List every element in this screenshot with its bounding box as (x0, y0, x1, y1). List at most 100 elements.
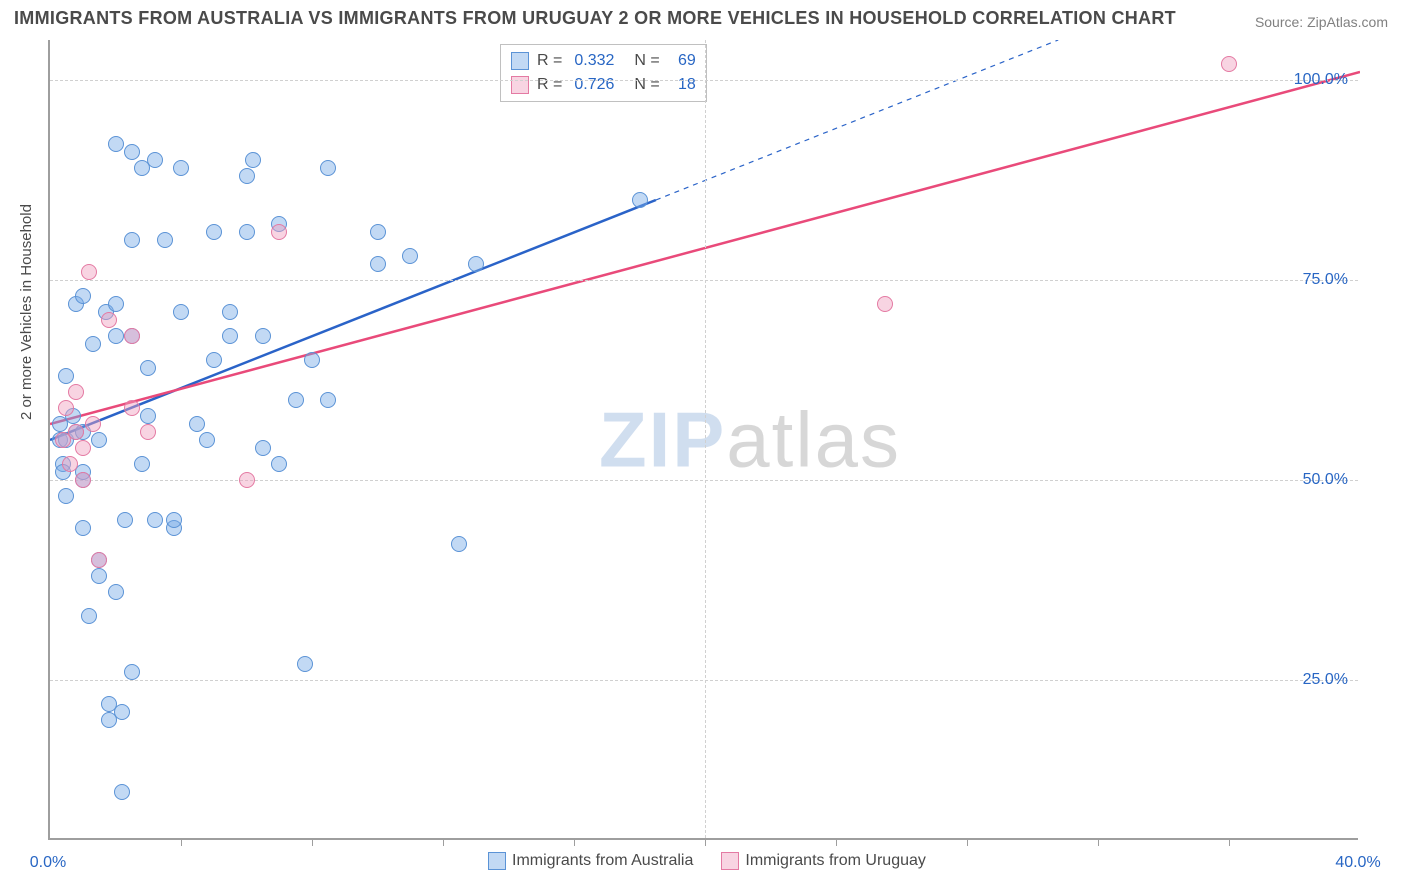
legend-series-name: Immigrants from Uruguay (745, 852, 926, 869)
data-point (199, 432, 215, 448)
page-title: IMMIGRANTS FROM AUSTRALIA VS IMMIGRANTS … (14, 8, 1176, 29)
data-point (451, 536, 467, 552)
data-point (206, 224, 222, 240)
data-point (108, 296, 124, 312)
data-point (255, 328, 271, 344)
data-point (85, 336, 101, 352)
data-point (206, 352, 222, 368)
legend-n-value: 69 (668, 52, 696, 70)
data-point (124, 664, 140, 680)
data-point (173, 160, 189, 176)
source-attribution: Source: ZipAtlas.com (1255, 14, 1388, 30)
legend-stats-row: R =0.726N =18 (511, 73, 696, 97)
legend-r-value: 0.726 (570, 76, 614, 94)
data-point (91, 568, 107, 584)
legend-series-item: Immigrants from Uruguay (721, 852, 926, 870)
legend-stats-row: R = 0.332 N = 69 (511, 49, 696, 73)
scatter-plot: ZIPatlas R =0.332N =69R =0.726N =18 25.0… (48, 40, 1358, 840)
data-point (140, 360, 156, 376)
x-tick-mark (705, 838, 706, 846)
data-point (166, 512, 182, 528)
data-point (140, 408, 156, 424)
data-point (288, 392, 304, 408)
data-point (58, 488, 74, 504)
data-point (157, 232, 173, 248)
data-point (124, 400, 140, 416)
y-tick-label: 50.0% (1303, 471, 1348, 489)
data-point (75, 288, 91, 304)
x-tick-mark (836, 838, 837, 846)
legend-series: Immigrants from Australia Immigrants from… (488, 852, 926, 870)
data-point (101, 312, 117, 328)
data-point (81, 264, 97, 280)
gridline-horizontal (50, 80, 1358, 81)
data-point (877, 296, 893, 312)
legend-r-label: R = (537, 52, 562, 70)
data-point (222, 328, 238, 344)
data-point (304, 352, 320, 368)
data-point (68, 424, 84, 440)
legend-swatch (721, 852, 739, 870)
data-point (468, 256, 484, 272)
data-point (245, 152, 261, 168)
y-axis-label: 2 or more Vehicles in Household (18, 204, 35, 420)
data-point (75, 440, 91, 456)
gridline-vertical (705, 40, 706, 838)
data-point (114, 784, 130, 800)
data-point (124, 328, 140, 344)
y-tick-label: 100.0% (1294, 71, 1348, 89)
x-tick-mark (1098, 838, 1099, 846)
data-point (239, 168, 255, 184)
legend-swatch (488, 852, 506, 870)
legend-stats: R =0.332N =69R =0.726N =18 (500, 44, 707, 102)
data-point (147, 152, 163, 168)
legend-r-label: R = (537, 76, 562, 94)
gridline-horizontal (50, 680, 1358, 681)
watermark-atlas: atlas (726, 396, 901, 484)
legend-n-label: N = (622, 52, 659, 70)
data-point (320, 392, 336, 408)
data-point (58, 368, 74, 384)
data-point (239, 472, 255, 488)
data-point (239, 224, 255, 240)
legend-swatch (511, 76, 529, 94)
data-point (108, 136, 124, 152)
data-point (114, 704, 130, 720)
x-tick-mark (574, 838, 575, 846)
data-point (173, 304, 189, 320)
legend-series-name: Immigrants from Australia (512, 852, 693, 869)
data-point (402, 248, 418, 264)
y-tick-label: 25.0% (1303, 671, 1348, 689)
watermark: ZIPatlas (599, 395, 901, 486)
regression-line-dashed (656, 40, 1058, 200)
legend-swatch (511, 52, 529, 70)
x-tick-mark (443, 838, 444, 846)
legend-r-value: 0.332 (570, 52, 614, 70)
data-point (134, 456, 150, 472)
y-tick-label: 75.0% (1303, 271, 1348, 289)
data-point (58, 400, 74, 416)
data-point (255, 440, 271, 456)
data-point (108, 328, 124, 344)
data-point (297, 656, 313, 672)
data-point (75, 520, 91, 536)
data-point (189, 416, 205, 432)
data-point (75, 472, 91, 488)
data-point (1221, 56, 1237, 72)
legend-series-item: Immigrants from Australia (488, 852, 693, 870)
data-point (320, 160, 336, 176)
x-tick-label: 0.0% (30, 854, 66, 872)
data-point (271, 224, 287, 240)
legend-n-label: N = (622, 76, 659, 94)
data-point (632, 192, 648, 208)
watermark-zip: ZIP (599, 396, 726, 484)
x-tick-mark (967, 838, 968, 846)
data-point (85, 416, 101, 432)
data-point (222, 304, 238, 320)
data-point (147, 512, 163, 528)
data-point (370, 256, 386, 272)
data-point (124, 232, 140, 248)
data-point (91, 552, 107, 568)
data-point (108, 584, 124, 600)
data-point (370, 224, 386, 240)
